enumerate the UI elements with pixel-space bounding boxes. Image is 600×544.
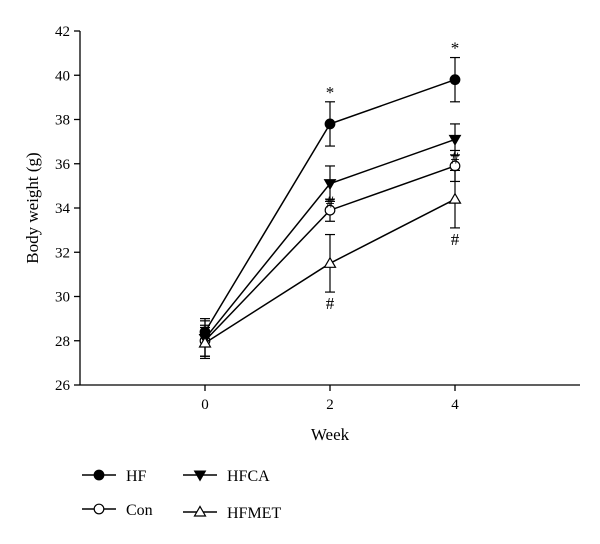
legend-marker-hf — [93, 469, 105, 481]
legend-label: Con — [126, 502, 153, 519]
significance-hash: # — [451, 148, 460, 167]
legend-marker-con — [93, 503, 105, 515]
legend: HF Con HFCA HFMET — [82, 468, 281, 522]
data-point-hfca — [323, 179, 337, 191]
y-tick-label: 42 — [55, 24, 70, 40]
y-tick-label: 32 — [55, 245, 70, 261]
x-tick-label: 0 — [201, 397, 209, 413]
annotations: * * # # # # — [326, 39, 460, 314]
data-point-hf — [324, 118, 336, 130]
legend-marker-hfmet — [193, 505, 207, 517]
legend-item-hfmet: HFMET — [183, 505, 281, 522]
y-tick-label: 34 — [55, 201, 71, 217]
legend-item-hf: HF — [82, 468, 147, 485]
x-axis-ticks: 0 2 4 — [201, 385, 459, 413]
legend-marker-hfca — [193, 470, 207, 482]
y-tick-label: 26 — [55, 378, 71, 394]
legend-label: HF — [126, 468, 147, 485]
axes: 26 28 30 32 34 36 38 40 42 0 2 4 Body weight (g) W… — [23, 24, 580, 444]
series-layer — [198, 56, 462, 360]
data-point-hfmet — [448, 192, 462, 204]
y-tick-label: 28 — [55, 334, 70, 350]
x-tick-label: 4 — [451, 397, 459, 413]
data-point-hfmet — [323, 256, 337, 268]
significance-asterisk: * — [451, 39, 460, 58]
y-tick-label: 30 — [55, 290, 70, 306]
y-tick-label: 38 — [55, 113, 70, 129]
x-tick-label: 2 — [326, 397, 334, 413]
series-hf — [199, 56, 461, 346]
legend-label: HFMET — [227, 505, 281, 522]
data-point-con — [324, 204, 336, 216]
y-axis-ticks: 26 28 30 32 34 36 38 40 42 — [55, 24, 80, 394]
significance-asterisk: * — [326, 83, 335, 102]
y-tick-label: 36 — [55, 157, 71, 173]
data-point-hf — [449, 74, 461, 86]
data-point-hfca — [448, 134, 462, 146]
significance-hash: # — [326, 294, 335, 313]
data-point-hfmet — [198, 336, 212, 348]
significance-hash: # — [326, 193, 335, 212]
significance-hash: # — [451, 230, 460, 249]
legend-item-hfca: HFCA — [183, 468, 270, 485]
legend-label: HFCA — [227, 468, 270, 485]
x-axis-title: Week — [311, 425, 350, 444]
y-tick-label: 40 — [55, 68, 70, 84]
legend-item-con: Con — [82, 502, 153, 519]
y-axis-title: Body weight (g) — [23, 152, 42, 263]
series-hfmet — [198, 169, 462, 360]
series-hfca — [198, 123, 462, 357]
